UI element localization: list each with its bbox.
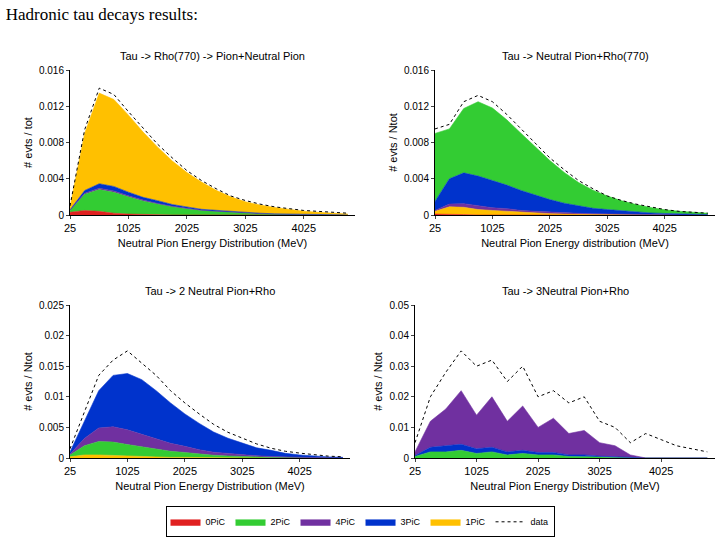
svg-text:2PiC: 2PiC — [271, 517, 291, 527]
svg-text:3PiC: 3PiC — [401, 517, 421, 527]
svg-text:4025: 4025 — [652, 222, 676, 234]
svg-text:3025: 3025 — [233, 222, 257, 234]
svg-text:Neutral Pion Energy Distributi: Neutral Pion Energy Distribution (MeV) — [470, 480, 660, 492]
svg-text:2025: 2025 — [175, 222, 199, 234]
svg-text:# evts / Ntot: # evts / Ntot — [22, 352, 34, 411]
svg-text:Tau -> 3Neutral Pion+Rho: Tau -> 3Neutral Pion+Rho — [502, 285, 629, 297]
svg-text:data: data — [531, 517, 549, 527]
svg-text:3025: 3025 — [230, 465, 254, 477]
svg-text:Tau -> Rho(770) -> Pion+Neutra: Tau -> Rho(770) -> Pion+Neutral Pion — [120, 50, 305, 62]
svg-text:# evts / Ntot: # evts / Ntot — [387, 113, 399, 172]
svg-text:0.016: 0.016 — [39, 65, 64, 76]
svg-text:0: 0 — [423, 210, 429, 221]
svg-text:25: 25 — [64, 222, 76, 234]
svg-text:4025: 4025 — [649, 465, 673, 477]
svg-text:0.02: 0.02 — [390, 391, 410, 402]
svg-text:0.03: 0.03 — [390, 361, 410, 372]
svg-text:1025: 1025 — [116, 222, 140, 234]
svg-text:0: 0 — [58, 453, 64, 464]
svg-text:2025: 2025 — [173, 465, 197, 477]
svg-text:0.004: 0.004 — [39, 173, 64, 184]
svg-text:Tau -> 2 Neutral Pion+Rho: Tau -> 2 Neutral Pion+Rho — [145, 285, 275, 297]
svg-text:4PiC: 4PiC — [336, 517, 356, 527]
svg-text:2025: 2025 — [538, 222, 562, 234]
svg-text:1PiC: 1PiC — [466, 517, 486, 527]
svg-text:4025: 4025 — [292, 222, 316, 234]
svg-text:Neutral Pion Energy Distributi: Neutral Pion Energy Distribution (MeV) — [115, 480, 305, 492]
svg-text:3025: 3025 — [595, 222, 619, 234]
svg-text:0.012: 0.012 — [404, 101, 429, 112]
svg-text:0.025: 0.025 — [39, 300, 64, 311]
svg-text:0.01: 0.01 — [390, 422, 410, 433]
svg-text:25: 25 — [64, 465, 76, 477]
svg-text:1025: 1025 — [480, 222, 504, 234]
svg-text:1025: 1025 — [464, 465, 488, 477]
svg-text:0: 0 — [403, 453, 409, 464]
svg-text:0: 0 — [58, 210, 64, 221]
svg-text:0PiC: 0PiC — [206, 517, 226, 527]
svg-text:# evts / Ntot: # evts / Ntot — [372, 352, 384, 411]
svg-text:0.02: 0.02 — [45, 330, 65, 341]
svg-text:1025: 1025 — [115, 465, 139, 477]
svg-text:0.012: 0.012 — [39, 101, 64, 112]
svg-text:0.015: 0.015 — [39, 361, 64, 372]
svg-text:0.005: 0.005 — [39, 422, 64, 433]
svg-text:0.05: 0.05 — [390, 300, 410, 311]
svg-text:0.008: 0.008 — [404, 137, 429, 148]
svg-text:0.04: 0.04 — [390, 330, 410, 341]
svg-text:25: 25 — [429, 222, 441, 234]
svg-text:4025: 4025 — [287, 465, 311, 477]
svg-text:0.004: 0.004 — [404, 173, 429, 184]
svg-text:Neutral Pion Energy distributi: Neutral Pion Energy distribution (MeV) — [481, 237, 669, 249]
svg-text:Hadronic tau decays results:: Hadronic tau decays results: — [6, 5, 198, 24]
svg-text:0.01: 0.01 — [45, 391, 65, 402]
svg-text:Neutral Pion Energy Distributi: Neutral Pion Energy Distribution (MeV) — [118, 237, 308, 249]
svg-text:0.016: 0.016 — [404, 65, 429, 76]
svg-text:Tau -> Neutral Pion+Rho(770): Tau -> Neutral Pion+Rho(770) — [502, 50, 649, 62]
svg-text:2025: 2025 — [526, 465, 550, 477]
svg-text:0.008: 0.008 — [39, 137, 64, 148]
svg-text:# evts / tot: # evts / tot — [22, 117, 34, 168]
svg-text:3025: 3025 — [587, 465, 611, 477]
svg-text:25: 25 — [409, 465, 421, 477]
